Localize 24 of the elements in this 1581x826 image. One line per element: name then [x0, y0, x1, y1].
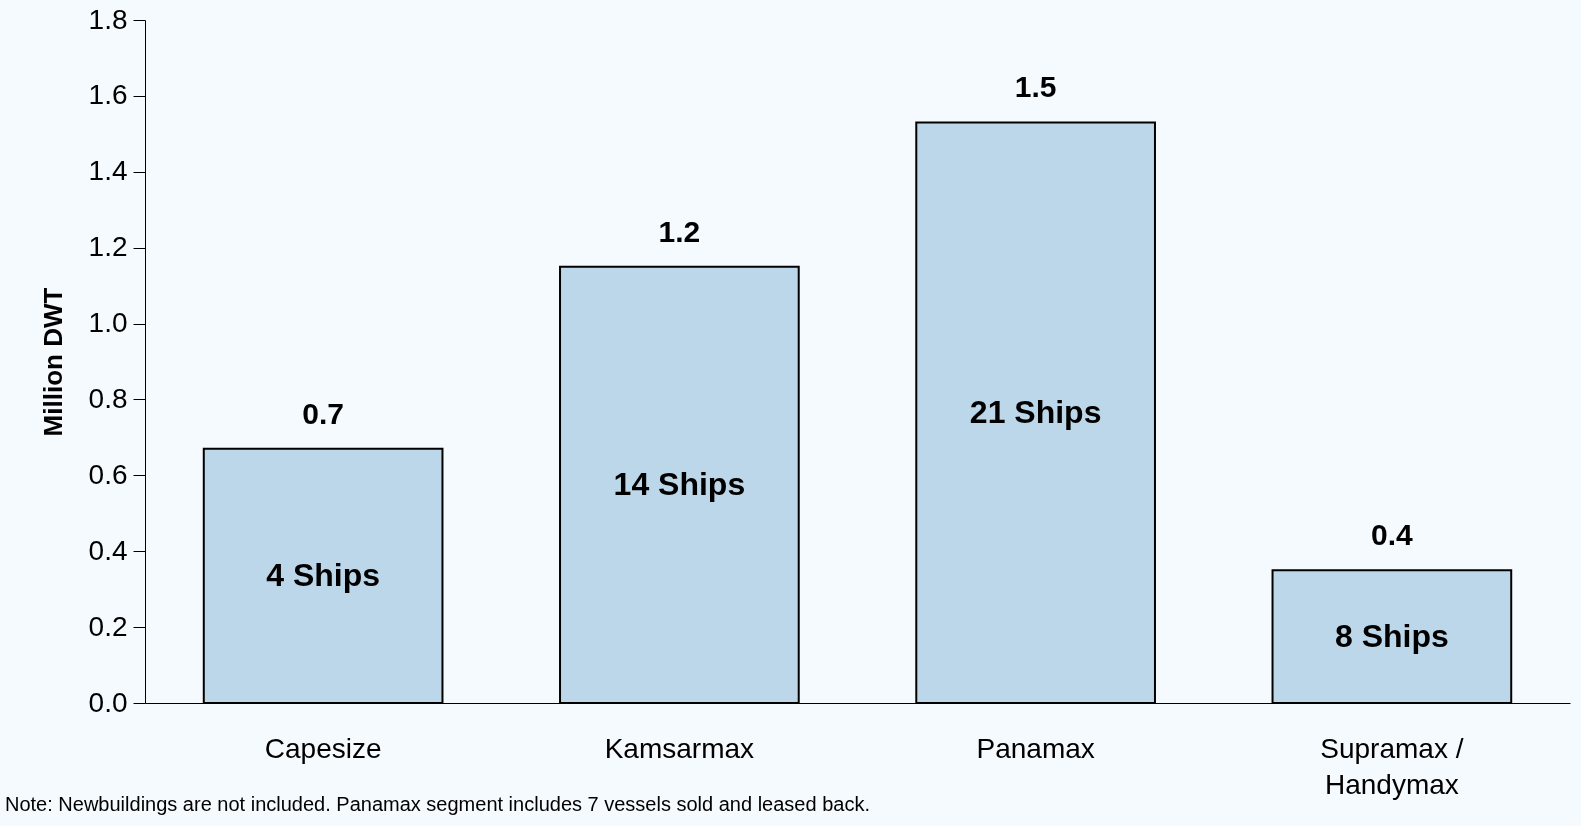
y-tick-label: 1.6	[88, 79, 128, 111]
annotation: 21 Ships	[969, 393, 1102, 430]
y-tick-label: 1.4	[88, 155, 128, 187]
y-tick-label: 0.4	[88, 534, 128, 566]
data-label: 0.4	[1371, 518, 1414, 552]
y-tick-label: 1.2	[88, 231, 128, 263]
data-label: 1.2	[658, 214, 701, 248]
y-tick-label: 1.8	[88, 3, 128, 35]
y-tick-label: 0.6	[88, 458, 128, 490]
y-axis-title: Million DWT	[37, 287, 68, 437]
data-label: 0.7	[302, 396, 344, 430]
y-tick-label: 1.0	[88, 307, 128, 339]
y-tick-label: 0.2	[88, 610, 128, 642]
annotation: 8 Ships	[1334, 617, 1449, 654]
data-label: 1.5	[1014, 70, 1057, 104]
text: Note: Newbuildings are not included. Panamax segment includes 7 vessels sold and leased back.	[5, 793, 870, 815]
x-tick-label: Supramax / Handymax	[1320, 732, 1464, 800]
annotation: 4 Ships	[266, 556, 381, 593]
annotation: 14 Ships	[613, 465, 746, 502]
x-tick-label: Panamax	[976, 732, 1095, 764]
y-tick-label: 0.8	[88, 382, 128, 414]
x-tick-label: Kamsarmax	[604, 732, 755, 764]
y-tick-label: 0.0	[88, 686, 128, 718]
x-tick-label: Capesize	[264, 732, 382, 764]
